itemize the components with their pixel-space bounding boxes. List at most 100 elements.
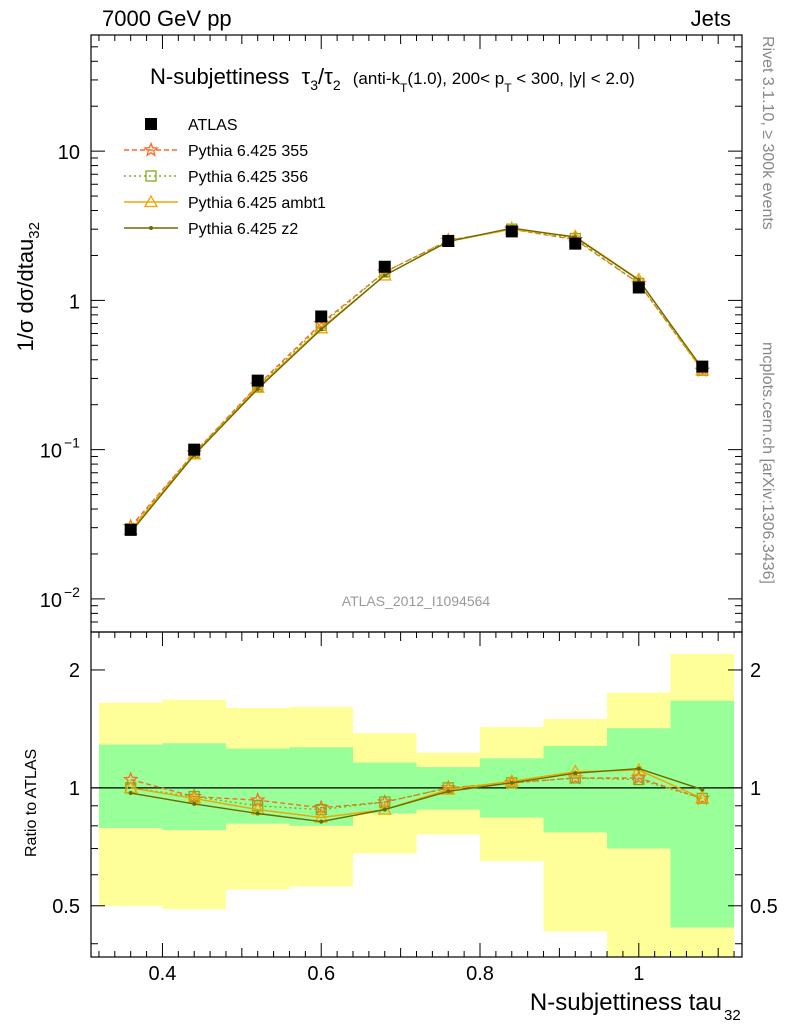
main-y-tick-label: 10: [40, 441, 62, 463]
main-y-tick-label: 10: [58, 142, 80, 164]
ratio-series-marker: [446, 789, 451, 794]
legend-label: Pythia 6.425 355: [188, 143, 308, 160]
ratio-y-tick-label-left: 0.5: [52, 896, 80, 918]
data-point: [124, 523, 137, 536]
legend-marker: [145, 170, 157, 182]
main-y-label-text: 1/σ dσ/dtau: [13, 239, 38, 352]
data-point: [632, 281, 645, 294]
ratio-series-marker: [700, 787, 705, 792]
green-band: [543, 745, 608, 833]
main-series-line: [130, 228, 703, 528]
data-point: [442, 234, 455, 247]
x-tick-label: 0.8: [466, 963, 494, 985]
main-series-line: [130, 227, 703, 533]
plot-title-main: N-subjettiness: [150, 64, 289, 89]
main-y-label-sub: 32: [26, 222, 43, 239]
main-series-marker: [382, 273, 387, 278]
green-band: [98, 744, 163, 828]
legend-label: Pythia 6.425 356: [188, 169, 308, 186]
legend-marker: [149, 226, 153, 230]
tau3-subscript: 3: [310, 77, 318, 93]
ratio-series-marker: [192, 801, 197, 806]
x-label-text: N-subjettiness tau: [530, 989, 722, 1016]
uncertainty-bands: [91, 653, 742, 957]
x-tick-label: 0.6: [307, 963, 335, 985]
energy-label: 7000 GeV pp: [102, 6, 232, 31]
ratio-series-marker: [382, 807, 387, 812]
ratio-series-marker: [319, 819, 324, 824]
ratio-slash: /: [318, 64, 325, 89]
tau2-symbol: τ: [324, 64, 333, 89]
main-curves: [122, 220, 711, 536]
ratio-y-tick-label-left: 2: [69, 660, 80, 682]
ratio-series-line: [130, 777, 703, 809]
main-y-tick-label: 10: [40, 590, 62, 612]
ratio-series-marker: [128, 791, 133, 796]
main-y-tick-exponent: −1: [64, 435, 80, 451]
legend-label: ATLAS: [188, 117, 238, 134]
ratio-series-marker: [315, 803, 327, 816]
data-point: [505, 225, 518, 238]
green-band: [670, 700, 735, 928]
legend-marker: [145, 118, 157, 130]
tau3-symbol: τ: [302, 64, 311, 89]
main-series-marker: [636, 277, 641, 282]
legend-marker: [143, 194, 159, 208]
data-point: [378, 260, 391, 273]
ratio-series-line: [130, 767, 703, 823]
ratio-y-tick-label-right: 1: [750, 778, 761, 800]
process-label: Jets: [691, 6, 731, 31]
cuts-part-b: (1.0), 200< p: [407, 69, 504, 88]
main-series-line: [130, 228, 703, 531]
ratio-y-axis-label: Ratio to ATLAS: [23, 749, 40, 857]
main-series-line: [130, 228, 703, 530]
rivet-label: Rivet 3.1.10, ≥ 300k events: [759, 36, 776, 230]
legend-label: Pythia 6.425 ambt1: [188, 195, 326, 212]
legend: ATLAS Pythia 6.425 355 Pythia 6.425 356 Pyt…: [124, 117, 326, 238]
main-series-marker: [319, 327, 324, 332]
main-y-tick-label: 1: [69, 291, 80, 313]
mcplots-label: mcplots.cern.ch [arXiv:1306.3436]: [759, 342, 776, 584]
data-point: [696, 360, 709, 373]
ratio-series-marker: [504, 773, 519, 787]
ratio-y-ticks: 0.5 0.5 1 1 2 2: [52, 660, 778, 945]
data-point: [188, 443, 201, 456]
x-axis-label: N-subjettiness tau: [530, 989, 722, 1016]
cuts-pt-sub: T: [504, 81, 512, 95]
ratio-series-marker: [509, 780, 514, 785]
main-y-axis-label: 1/σ dσ/dtau32: [13, 222, 43, 351]
ratio-series-line: [130, 777, 703, 811]
legend-label: Pythia 6.425 z2: [188, 221, 298, 238]
ratio-series-marker: [568, 764, 583, 777]
cuts-kt-sub: T: [400, 81, 408, 95]
cuts-part-c: < 300, |y| < 2.0): [512, 69, 635, 88]
data-point: [569, 237, 582, 250]
x-tick-label: 1: [633, 963, 644, 985]
main-y-tick-exponent: −2: [64, 584, 80, 600]
ratio-series-marker: [573, 771, 578, 776]
plot-title: N-subjettiness τ3/τ2 (anti-kT(1.0), 200<…: [150, 64, 635, 95]
ratio-series-marker: [695, 791, 710, 804]
ratio-y-tick-label-left: 1: [69, 778, 80, 800]
tau2-subscript: 2: [333, 77, 341, 93]
main-series-marker: [255, 386, 260, 391]
ratio-series-marker: [636, 766, 641, 771]
cuts-part-a: (anti-k: [353, 69, 401, 88]
ratio-series-marker: [441, 782, 456, 795]
ratio-series-marker: [252, 800, 264, 812]
x-axis-label-sub: 32: [724, 1007, 741, 1024]
ratio-y-tick-label-right: 2: [750, 660, 761, 682]
main-series-marker: [377, 268, 392, 281]
legend-marker: [143, 141, 159, 157]
green-band: [162, 743, 226, 831]
x-ticks: 0.4 0.6 0.8 1: [98, 35, 735, 985]
analysis-id: ATLAS_2012_I1094564: [342, 593, 491, 609]
ratio-y-tick-label-right: 0.5: [750, 896, 778, 918]
x-tick-label: 0.4: [149, 963, 177, 985]
data-point: [251, 374, 264, 387]
ratio-series-marker: [255, 811, 260, 816]
ratio-plot: 0.5 0.5 1 1 2 2 0.4 0.6 0.8 1: [52, 35, 778, 985]
